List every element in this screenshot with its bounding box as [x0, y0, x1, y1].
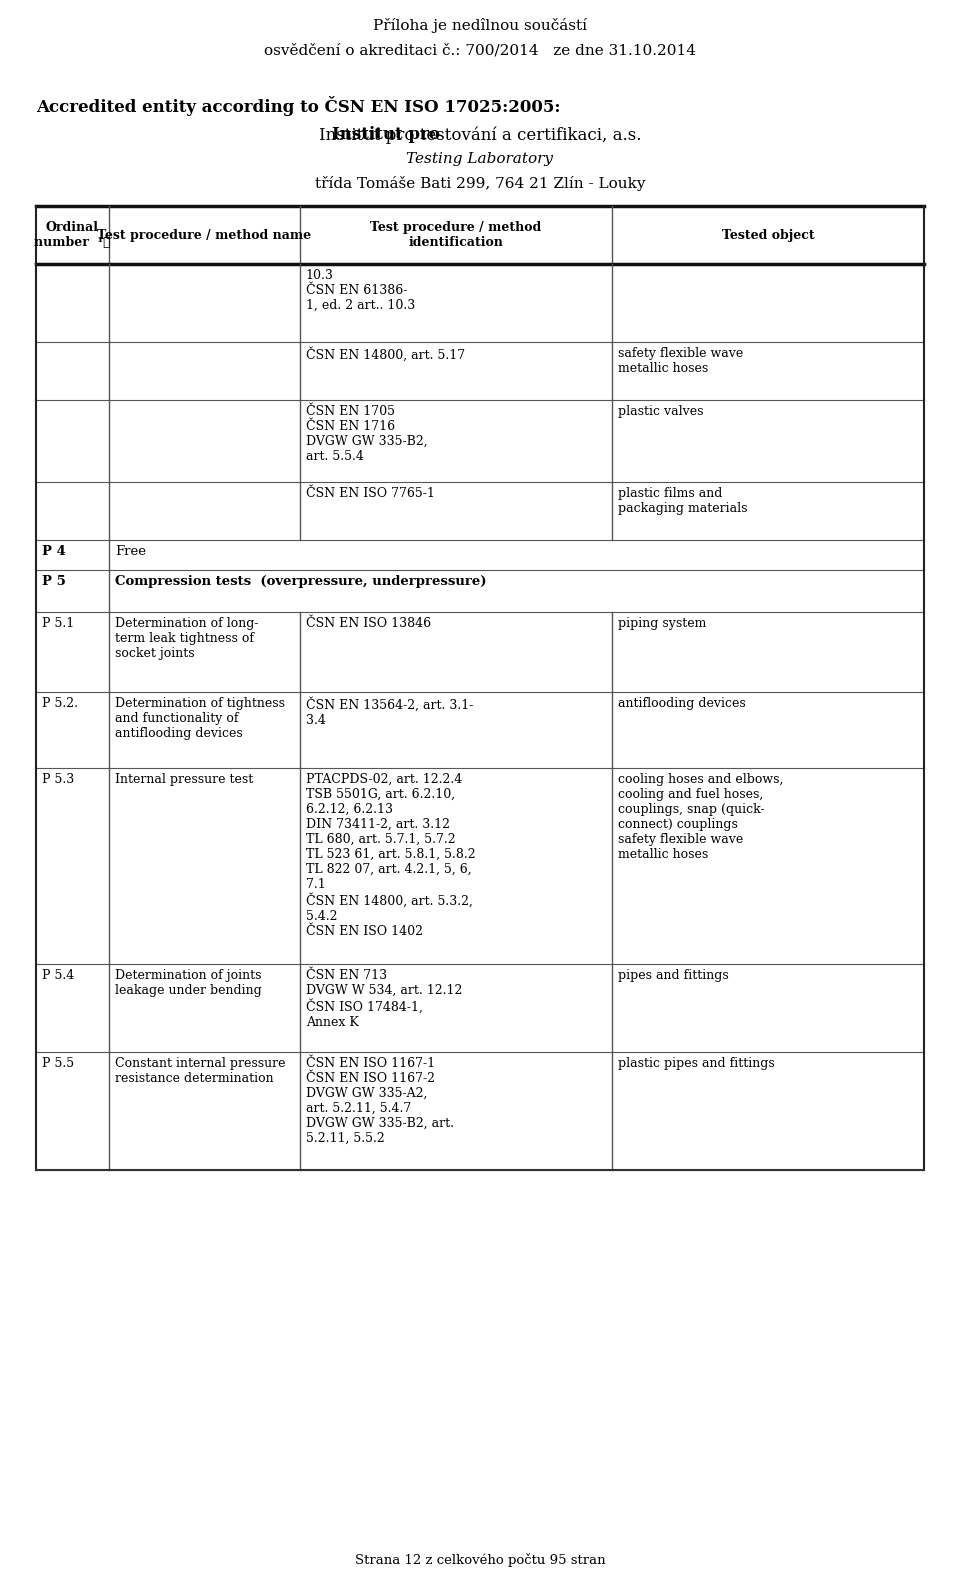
Text: P 5.3: P 5.3	[42, 773, 74, 786]
Text: Test procedure / method
identification: Test procedure / method identification	[371, 221, 541, 249]
Text: Institut pro testování a certifikaci, a.s.: Institut pro testování a certifikaci, a.…	[319, 125, 641, 143]
Text: ČSN EN 1705
ČSN EN 1716
DVGW GW 335-B2,
art. 5.5.4: ČSN EN 1705 ČSN EN 1716 DVGW GW 335-B2, …	[305, 405, 427, 463]
Text: plastic films and
packaging materials: plastic films and packaging materials	[618, 487, 748, 516]
Text: cooling hoses and elbows,
cooling and fuel hoses,
couplings, snap (quick-
connec: cooling hoses and elbows, cooling and fu…	[618, 773, 783, 862]
Text: Test procedure / method name: Test procedure / method name	[97, 229, 311, 241]
Text: Příloha je nedîlnou součástí: Příloha je nedîlnou součástí	[373, 17, 587, 33]
Text: plastic pipes and fittings: plastic pipes and fittings	[618, 1057, 775, 1070]
Text: ČSN EN ISO 7765-1: ČSN EN ISO 7765-1	[305, 487, 435, 500]
Text: Free: Free	[115, 544, 146, 559]
Text: ČSN EN 713
DVGW W 534, art. 12.12
ČSN ISO 17484-1,
Annex K: ČSN EN 713 DVGW W 534, art. 12.12 ČSN IS…	[305, 970, 462, 1028]
Text: Accredited entity according to ČSN EN ISO 17025:2005:: Accredited entity according to ČSN EN IS…	[36, 95, 561, 116]
Text: P 5.1: P 5.1	[42, 617, 74, 630]
Text: Internal pressure test: Internal pressure test	[115, 773, 253, 786]
Text: Ordinal
number  ¹⧏: Ordinal number ¹⧏	[35, 221, 110, 249]
Text: Testing Laboratory: Testing Laboratory	[406, 152, 554, 167]
Text: ČSN EN 13564-2, art. 3.1-
3.4: ČSN EN 13564-2, art. 3.1- 3.4	[305, 697, 473, 727]
Text: 10.3
ČSN EN 61386-
1, ed. 2 art.. 10.3: 10.3 ČSN EN 61386- 1, ed. 2 art.. 10.3	[305, 270, 415, 313]
Text: Strana 12 z celkového počtu 95 stran: Strana 12 z celkového počtu 95 stran	[354, 1554, 606, 1566]
Text: ČSN EN 14800, art. 5.17: ČSN EN 14800, art. 5.17	[305, 348, 465, 362]
Text: PTACPDS-02, art. 12.2.4
TSB 5501G, art. 6.2.10,
6.2.12, 6.2.13
DIN 73411-2, art.: PTACPDS-02, art. 12.2.4 TSB 5501G, art. …	[305, 773, 475, 938]
Text: plastic valves: plastic valves	[618, 405, 704, 417]
Text: Institut pro: Institut pro	[332, 125, 440, 143]
Text: antiflooding devices: antiflooding devices	[618, 697, 746, 709]
Text: P 4: P 4	[42, 544, 66, 559]
Text: P 5.5: P 5.5	[42, 1057, 74, 1070]
Text: ČSN EN ISO 13846: ČSN EN ISO 13846	[305, 617, 431, 630]
Text: Determination of long-
term leak tightness of
socket joints: Determination of long- term leak tightne…	[115, 617, 258, 660]
Text: osvědčení o akreditaci č.: 700/2014   ze dne 31.10.2014: osvědčení o akreditaci č.: 700/2014 ze d…	[264, 44, 696, 59]
Text: třída Tomáše Bati 299, 764 21 Zlín - Louky: třída Tomáše Bati 299, 764 21 Zlín - Lou…	[315, 176, 645, 190]
Text: Determination of tightness
and functionality of
antiflooding devices: Determination of tightness and functiona…	[115, 697, 285, 740]
Text: Tested object: Tested object	[722, 229, 814, 241]
Text: Constant internal pressure
resistance determination: Constant internal pressure resistance de…	[115, 1057, 285, 1086]
Text: Compression tests  (overpressure, underpressure): Compression tests (overpressure, underpr…	[115, 574, 487, 589]
Text: Determination of joints
leakage under bending: Determination of joints leakage under be…	[115, 970, 261, 997]
Text: piping system: piping system	[618, 617, 707, 630]
Text: safety flexible wave
metallic hoses: safety flexible wave metallic hoses	[618, 348, 744, 375]
Text: P 5: P 5	[42, 574, 66, 589]
Text: pipes and fittings: pipes and fittings	[618, 970, 729, 982]
Text: ČSN EN ISO 1167-1
ČSN EN ISO 1167-2
DVGW GW 335-A2,
art. 5.2.11, 5.4.7
DVGW GW 3: ČSN EN ISO 1167-1 ČSN EN ISO 1167-2 DVGW…	[305, 1057, 454, 1144]
Text: P 5.2.: P 5.2.	[42, 697, 78, 709]
Text: P 5.4: P 5.4	[42, 970, 74, 982]
